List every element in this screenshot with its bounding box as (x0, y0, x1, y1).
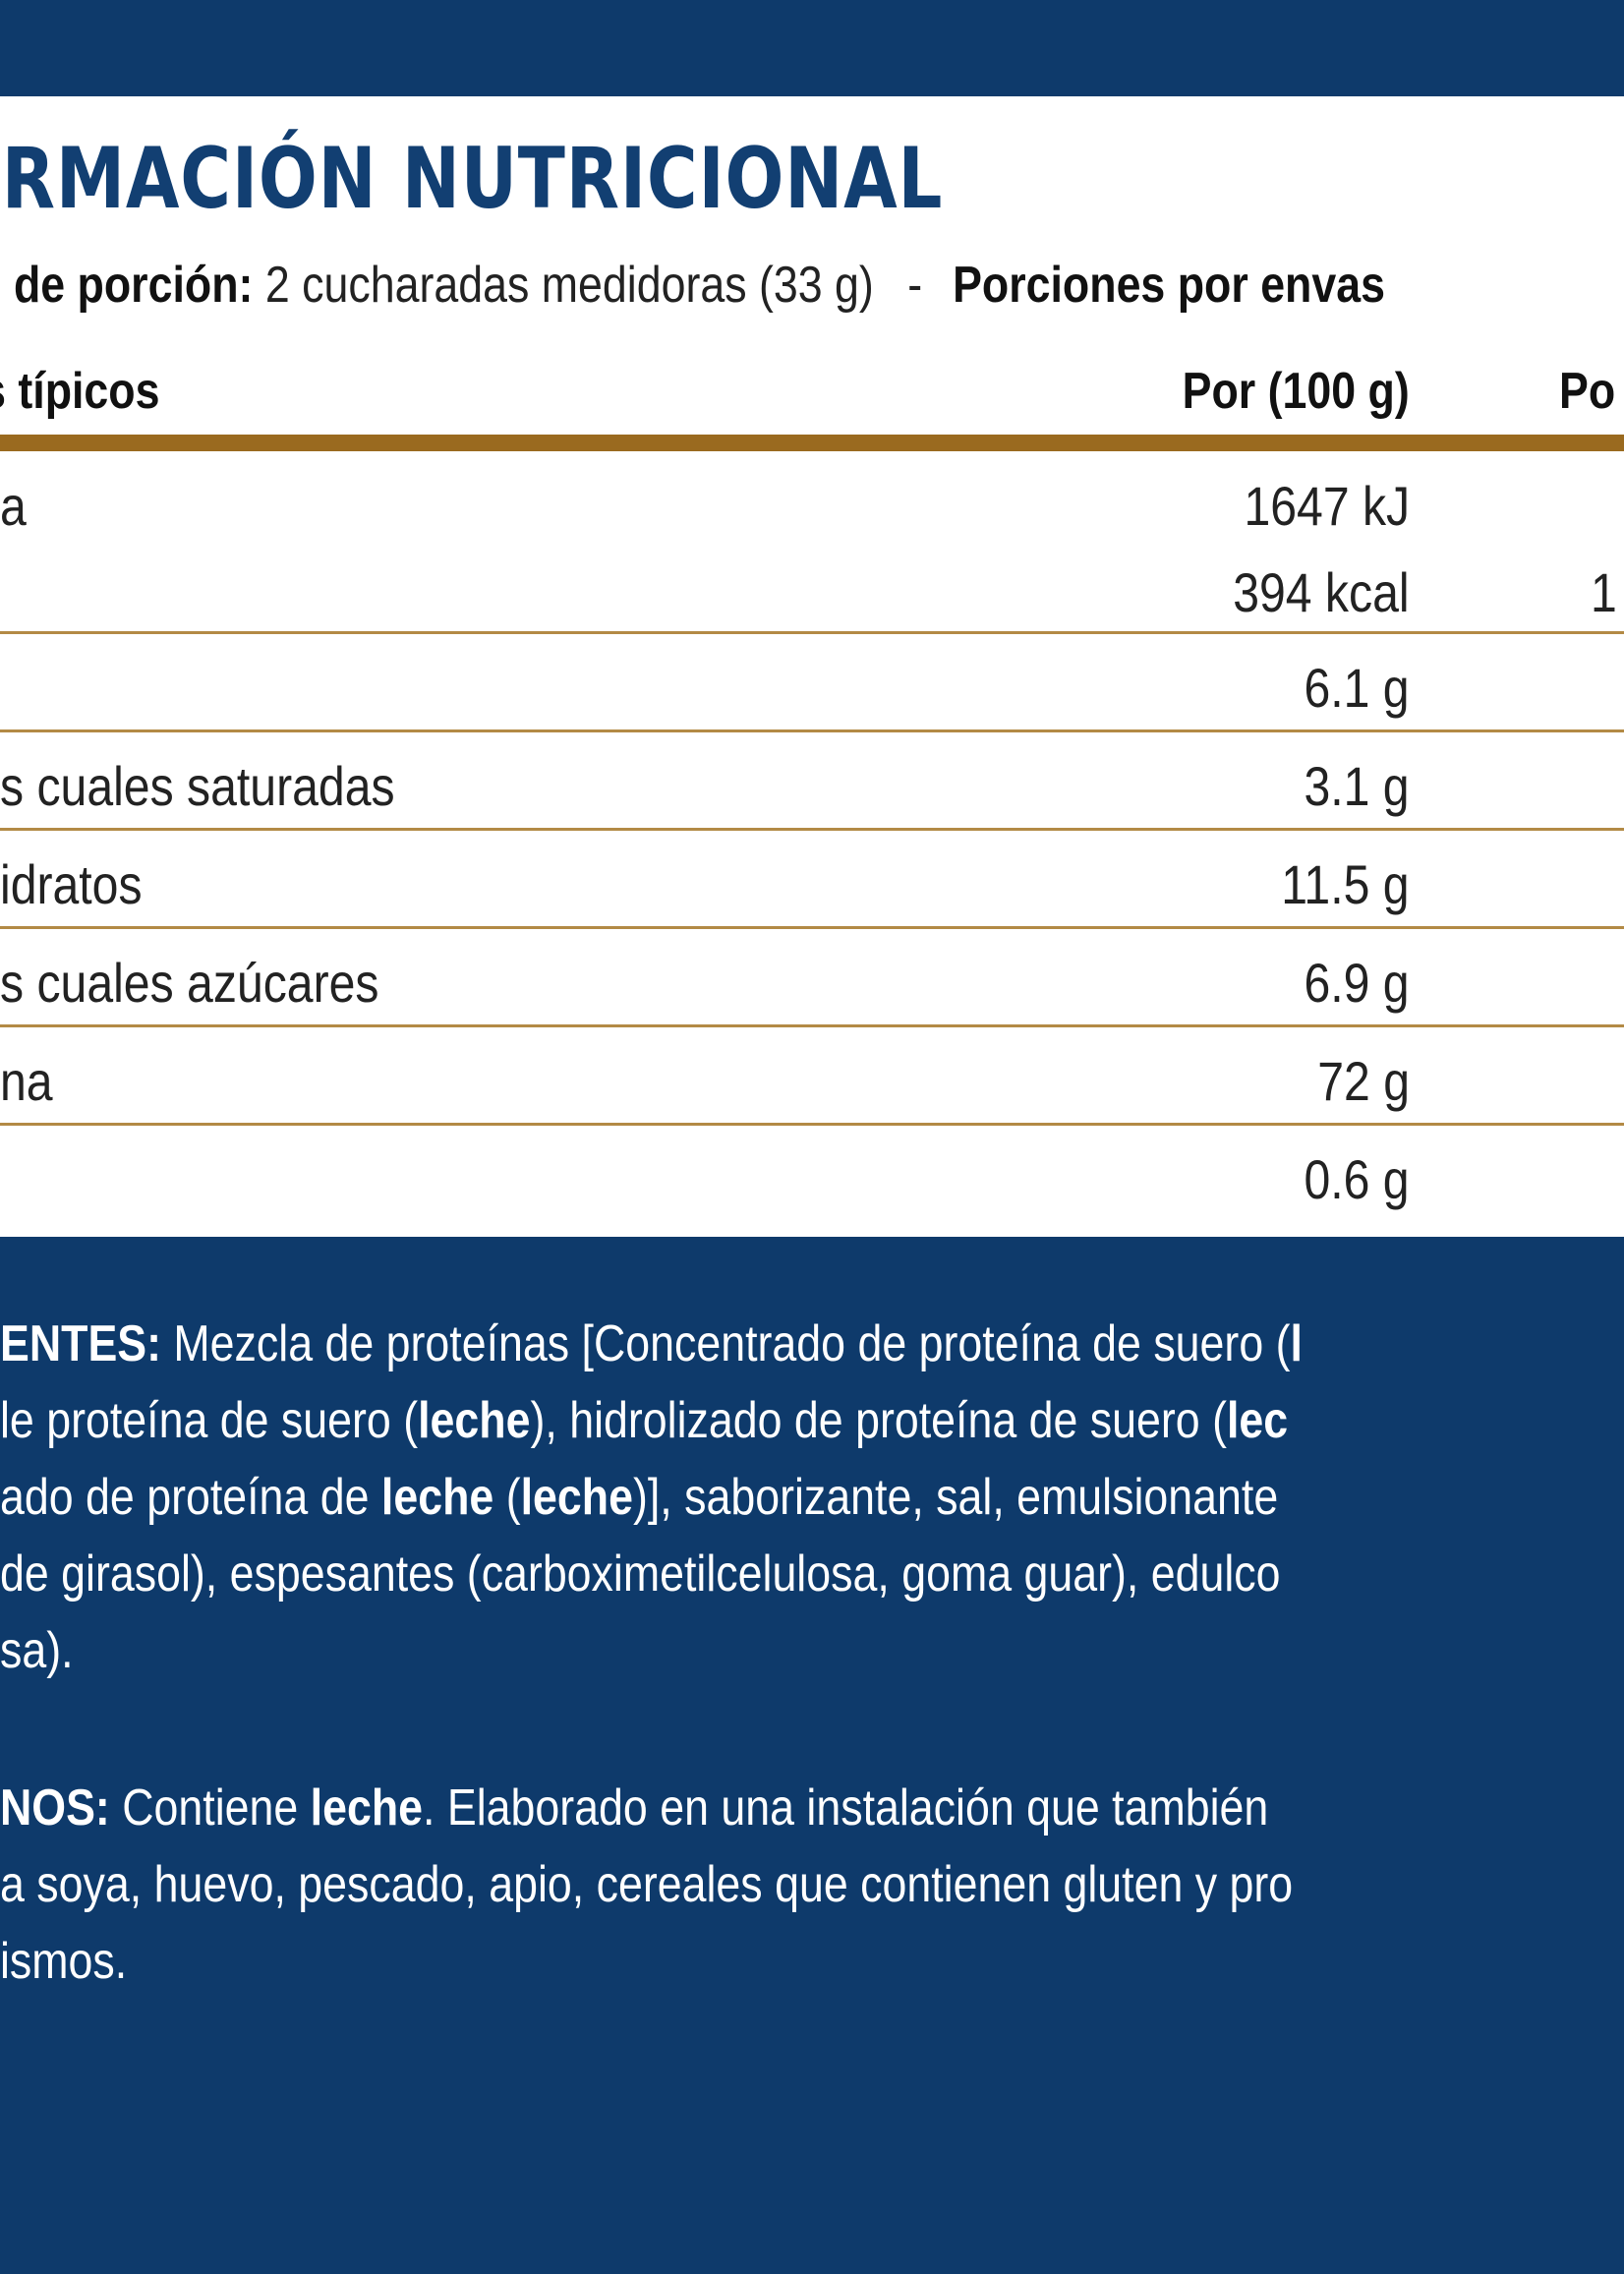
row-value-per-100g: 11.5 g (1281, 853, 1410, 915)
row-label: idratos (0, 853, 143, 915)
ingredients-line: sa). (0, 1612, 1303, 1689)
header-rule (0, 435, 1624, 451)
allergens-bold-text: leche (310, 1779, 424, 1837)
ingredients-line: ado de proteína de leche (leche)], sabor… (0, 1459, 1303, 1536)
allergens-heading: NOS: (0, 1779, 110, 1837)
ingredients-text: ado de proteína de (0, 1469, 381, 1526)
ingredients-bold-text: leche (380, 1469, 494, 1526)
table-row: idratos 11.5 g (0, 831, 1624, 929)
ingredients-bold-text: leche (418, 1392, 531, 1449)
table-row: na 72 g (0, 1027, 1624, 1126)
row-label: s cuales saturadas (0, 755, 395, 817)
serving-info: o de porción: 2 cucharadas medidoras (33… (0, 256, 1385, 315)
header-per-100g: Por (100 g) (1182, 363, 1410, 420)
ingredients-text: )], saborizante, sal, emulsionante (632, 1469, 1279, 1526)
row-label: a (0, 475, 27, 537)
ingredients-line: le proteína de suero (leche), hidrolizad… (0, 1382, 1303, 1459)
ingredients-text: le proteína de suero ( (0, 1392, 419, 1449)
ingredients-text: Mezcla de proteínas [Concentrado de prot… (173, 1315, 1291, 1372)
allergens-line: ismos. (0, 1923, 1293, 2000)
ingredients-line: ENTES: Mezcla de proteínas [Concentrado … (0, 1306, 1303, 1382)
allergens-text: Contiene (122, 1779, 311, 1837)
ingredients-text: ENTES: Mezcla de proteínas [Concentrado … (0, 1306, 1303, 1689)
allergens-text: a soya, huevo, pescado, apio, cereales q… (0, 1856, 1294, 1913)
serving-size-label: o de porción: (0, 257, 254, 314)
table-row: 6.1 g (0, 634, 1624, 732)
table-row: s cuales azúcares 6.9 g (0, 929, 1624, 1027)
ingredients-heading: ENTES: (0, 1315, 161, 1372)
nutrition-panel (0, 96, 1624, 1237)
ingredients-bold-text: l (1290, 1315, 1303, 1372)
serving-size-value: 2 cucharadas medidoras (33 g) (264, 257, 874, 314)
row-value-per-100g: 6.9 g (1304, 952, 1410, 1014)
row-label: na (0, 1050, 53, 1112)
ingredients-text: ), hidrolizado de proteína de suero ( (530, 1392, 1227, 1449)
ingredients-text: sa). (0, 1622, 74, 1679)
row-value-per-100g: 1647 kJ (1244, 475, 1410, 537)
serving-separator: - (907, 257, 923, 314)
allergens-text: . Elaborado en una instalación que tambi… (423, 1779, 1269, 1837)
servings-per-container-label: Porciones por envas (953, 257, 1386, 314)
allergens-line: NOS: Contiene leche. Elaborado en una in… (0, 1770, 1293, 1846)
row-value-per-100g: 394 kcal (1233, 561, 1410, 623)
row-value-per-100g: 72 g (1317, 1050, 1410, 1112)
row-value-per-100g: 3.1 g (1304, 755, 1410, 817)
header-per-portion: Po (1559, 363, 1616, 420)
ingredients-bold-text: leche (520, 1469, 633, 1526)
ingredients-line: de girasol), espesantes (carboximetilcel… (0, 1536, 1303, 1612)
nutrition-title: ORMACIÓN NUTRICIONAL (0, 130, 944, 228)
allergens-line: a soya, huevo, pescado, apio, cereales q… (0, 1846, 1293, 1923)
table-row: s cuales saturadas 3.1 g (0, 732, 1624, 831)
table-row: a 1647 kJ (0, 454, 1624, 537)
row-value-per-portion: 1 (1591, 561, 1617, 623)
header-typical-values: s típicos (0, 363, 160, 420)
allergens-text: ismos. (0, 1933, 128, 1990)
allergens-text: NOS: Contiene leche. Elaborado en una in… (0, 1770, 1293, 2000)
table-row: 394 kcal 1 (0, 533, 1624, 634)
row-value-per-100g: 6.1 g (1304, 657, 1410, 719)
ingredients-bold-text: lec (1226, 1392, 1289, 1449)
ingredients-text: de girasol), espesantes (carboximetilcel… (0, 1545, 1281, 1603)
ingredients-text: ( (493, 1469, 521, 1526)
row-label: s cuales azúcares (0, 952, 379, 1014)
table-row: 0.6 g (0, 1126, 1624, 1237)
row-value-per-100g: 0.6 g (1304, 1148, 1410, 1210)
top-band (0, 0, 1624, 96)
